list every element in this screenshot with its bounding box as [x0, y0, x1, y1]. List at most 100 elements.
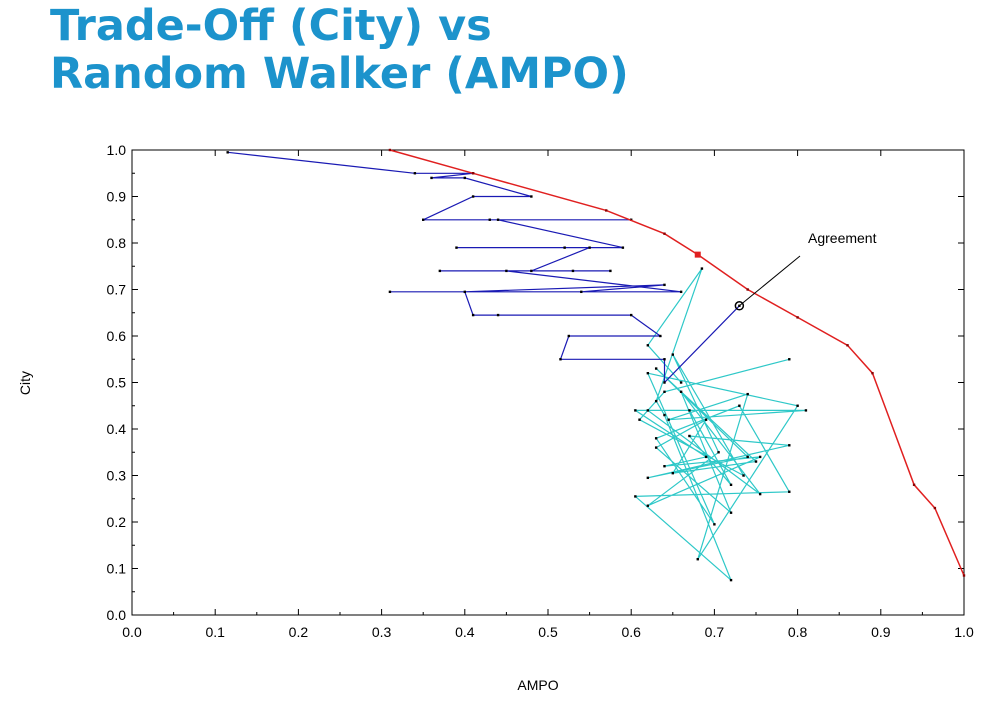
city-walk-point — [630, 313, 633, 317]
city-walk-point — [559, 358, 562, 361]
ampo-walk-point — [663, 390, 666, 393]
ampo-walk-point — [738, 404, 741, 407]
city-walk-point — [463, 176, 466, 180]
ampo-walk-point — [704, 418, 708, 421]
y-tick-label: 0.4 — [107, 421, 127, 437]
ampo-walk-point — [788, 358, 791, 361]
ampo-walk-point — [679, 390, 683, 393]
city-walk-point — [567, 334, 570, 338]
y-tick-label: 1.0 — [107, 142, 127, 158]
ampo-walk-point — [654, 437, 658, 440]
ampo-walk-point — [688, 434, 691, 438]
x-axis: 0.0 0.1 0.2 0.3 0.4 0.5 0.6 0.7 0.8 0.9 1.0 — [122, 150, 974, 640]
city-walk-point — [588, 246, 591, 249]
ampo-walk-point — [717, 451, 720, 454]
ampo-walk-point — [729, 483, 733, 486]
x-tick-label: 0.0 — [122, 624, 142, 640]
ampo-walk-point — [646, 476, 650, 480]
ampo-walk-point — [671, 353, 674, 356]
ampo-walk-point — [758, 492, 762, 496]
title-line-1: Trade-Off (City) vs — [50, 1, 492, 51]
city-walk-point — [496, 218, 500, 221]
x-tick-label: 1.0 — [954, 624, 974, 640]
ampo-walk-point — [729, 578, 733, 582]
y-axis: 0.0 0.1 0.2 0.3 0.4 0.5 0.6 0.7 0.8 0.9 1.0 — [107, 142, 964, 623]
ampo-walk-point — [704, 455, 708, 459]
city-walk-point — [463, 290, 466, 294]
ampo-walk-point — [663, 413, 666, 417]
ampo-walk-point — [729, 511, 733, 514]
x-tick-label: 0.8 — [788, 624, 808, 640]
x-tick-label: 0.4 — [455, 624, 475, 640]
ampo-walk-point — [796, 404, 799, 407]
city-walk-point — [663, 381, 666, 384]
city-walk-line — [227, 151, 740, 384]
city-walk-point — [388, 290, 392, 294]
y-tick-label: 0.6 — [107, 328, 127, 344]
x-tick-label: 0.9 — [871, 624, 891, 640]
city-walk-point — [530, 269, 533, 273]
agreement-point-marker — [734, 301, 745, 311]
city-walk-point — [471, 195, 475, 198]
ampo-walk-point — [654, 399, 658, 403]
ampo-walk-point — [654, 367, 658, 370]
ampo-walk-point — [700, 267, 704, 270]
frontier-point — [663, 232, 666, 235]
y-tick-label: 0.1 — [107, 561, 127, 577]
city-walk-point — [505, 269, 508, 273]
ampo-walk-point — [667, 418, 670, 421]
agreement-leader-line — [739, 255, 801, 307]
city-walk-point — [422, 218, 425, 221]
title-line-2: Random Walker (AMPO) — [50, 49, 629, 99]
x-tick-label: 0.3 — [372, 624, 392, 640]
ampo-walk-line — [633, 268, 806, 581]
ampo-walk-point — [671, 471, 674, 475]
y-tick-label: 0.9 — [107, 189, 127, 205]
ampo-walk-point — [788, 444, 791, 447]
y-tick-label: 0.0 — [107, 607, 127, 623]
city-walk-point — [609, 269, 612, 273]
city-walk-point — [438, 269, 442, 273]
y-axis-label: City — [17, 371, 33, 395]
ampo-walk-point — [746, 392, 749, 396]
y-tick-label: 0.7 — [107, 282, 127, 298]
frontier-point — [871, 372, 874, 375]
ampo-walk-point — [638, 418, 641, 421]
ampo-walk-point — [696, 558, 699, 561]
ampo-walk-point — [646, 504, 650, 507]
x-tick-label: 0.7 — [705, 624, 725, 640]
city-walk-point — [563, 246, 566, 249]
ampo-walk-point — [804, 409, 808, 412]
city-walk-point — [659, 334, 662, 338]
agreement-annotation: Agreement — [808, 230, 877, 246]
city-walk-point — [663, 283, 666, 287]
ampo-walk-point — [788, 490, 791, 493]
ampo-walk-point — [754, 460, 758, 463]
x-tick-label: 0.2 — [289, 624, 309, 640]
city-walk-point — [455, 246, 458, 249]
city-walk-point — [413, 172, 417, 175]
ampo-walk-point — [646, 344, 650, 347]
x-tick-label: 0.6 — [621, 624, 641, 640]
city-walk-point — [496, 313, 500, 317]
y-tick-label: 0.2 — [107, 514, 127, 530]
series-layer — [226, 148, 966, 582]
y-tick-label: 0.5 — [107, 375, 127, 391]
frontier-point — [605, 209, 608, 212]
frontier-point — [846, 344, 849, 347]
x-tick-label: 0.5 — [538, 624, 558, 640]
ampo-walk-point — [646, 409, 650, 412]
frontier-point — [746, 288, 749, 291]
city-walk-point — [621, 246, 625, 249]
frontier-point — [912, 483, 916, 486]
frontier-point — [796, 316, 799, 319]
ampo-walk-point — [688, 409, 691, 412]
page-title: Trade-Off (City) vs Random Walker (AMPO) — [50, 2, 629, 98]
ampo-walk-point — [746, 455, 749, 459]
frontier-point — [388, 148, 392, 152]
city-walk-point — [580, 290, 583, 294]
ampo-walk-point — [679, 381, 683, 384]
city-walk-point — [226, 151, 229, 154]
y-tick-label: 0.3 — [107, 468, 127, 484]
